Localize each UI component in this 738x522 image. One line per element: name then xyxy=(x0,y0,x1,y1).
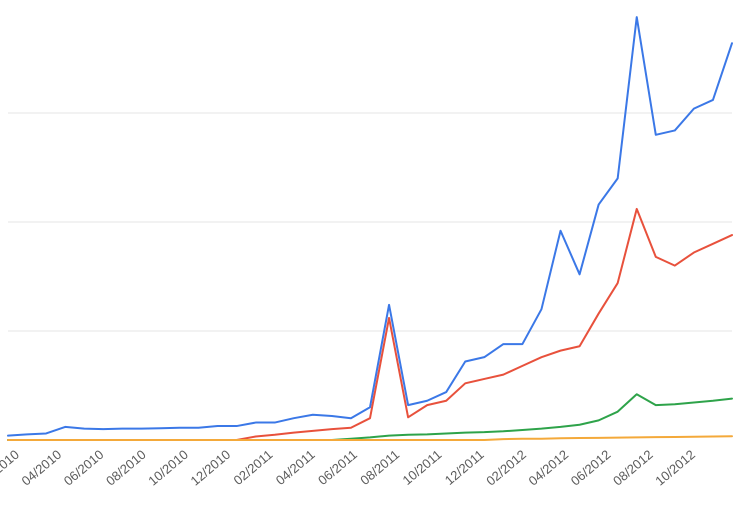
chart-svg: 02/201004/201006/201008/201010/201012/20… xyxy=(0,0,738,522)
line-chart: 02/201004/201006/201008/201010/201012/20… xyxy=(0,0,738,522)
